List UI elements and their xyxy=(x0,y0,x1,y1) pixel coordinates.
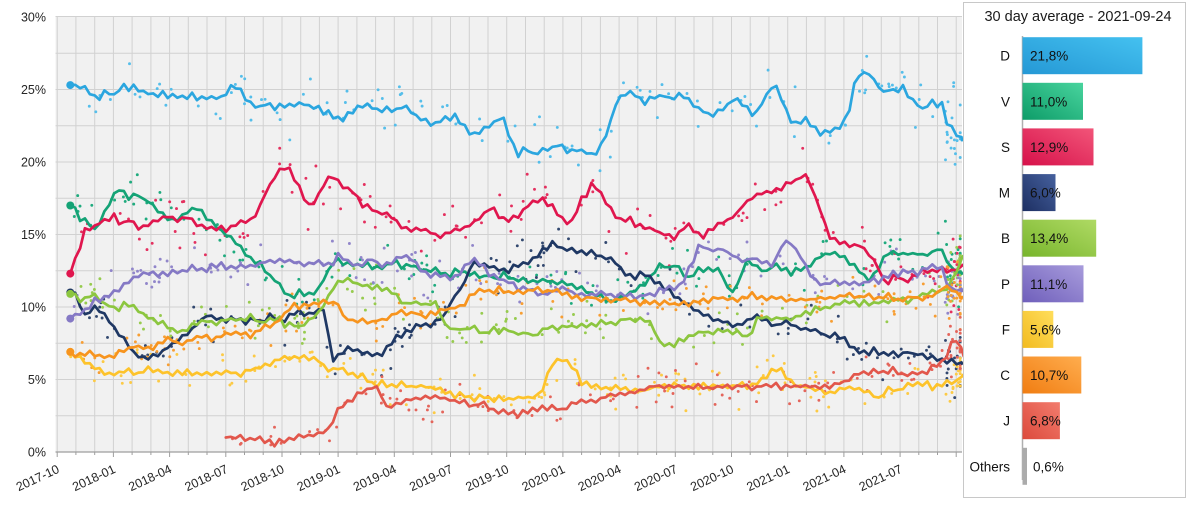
svg-text:P: P xyxy=(1001,277,1010,292)
svg-text:30%: 30% xyxy=(21,11,46,25)
svg-text:13,4%: 13,4% xyxy=(1030,231,1068,246)
svg-text:F: F xyxy=(1002,322,1010,337)
svg-text:B: B xyxy=(1001,231,1010,246)
svg-text:S: S xyxy=(1001,140,1010,155)
svg-text:25%: 25% xyxy=(21,83,46,97)
svg-text:0,6%: 0,6% xyxy=(1033,459,1064,474)
svg-text:5%: 5% xyxy=(28,373,46,387)
svg-text:V: V xyxy=(1001,94,1010,109)
svg-text:12,9%: 12,9% xyxy=(1030,140,1068,155)
svg-text:11,0%: 11,0% xyxy=(1030,94,1067,109)
svg-text:D: D xyxy=(1000,49,1010,64)
svg-text:0%: 0% xyxy=(28,446,46,460)
svg-text:11,1%: 11,1% xyxy=(1030,277,1067,292)
svg-text:6,8%: 6,8% xyxy=(1030,414,1061,429)
svg-text:J: J xyxy=(1003,414,1010,429)
svg-text:5,6%: 5,6% xyxy=(1030,322,1061,337)
svg-text:M: M xyxy=(999,186,1010,201)
svg-text:15%: 15% xyxy=(21,228,46,242)
svg-text:Others: Others xyxy=(969,459,1010,474)
svg-text:21,8%: 21,8% xyxy=(1030,49,1068,64)
svg-text:20%: 20% xyxy=(21,156,46,170)
svg-text:30 day average - 2021-09-24: 30 day average - 2021-09-24 xyxy=(984,9,1171,25)
svg-text:6,0%: 6,0% xyxy=(1030,186,1061,201)
svg-text:10,7%: 10,7% xyxy=(1030,368,1068,383)
svg-text:C: C xyxy=(1000,368,1010,383)
svg-text:10%: 10% xyxy=(21,301,46,315)
